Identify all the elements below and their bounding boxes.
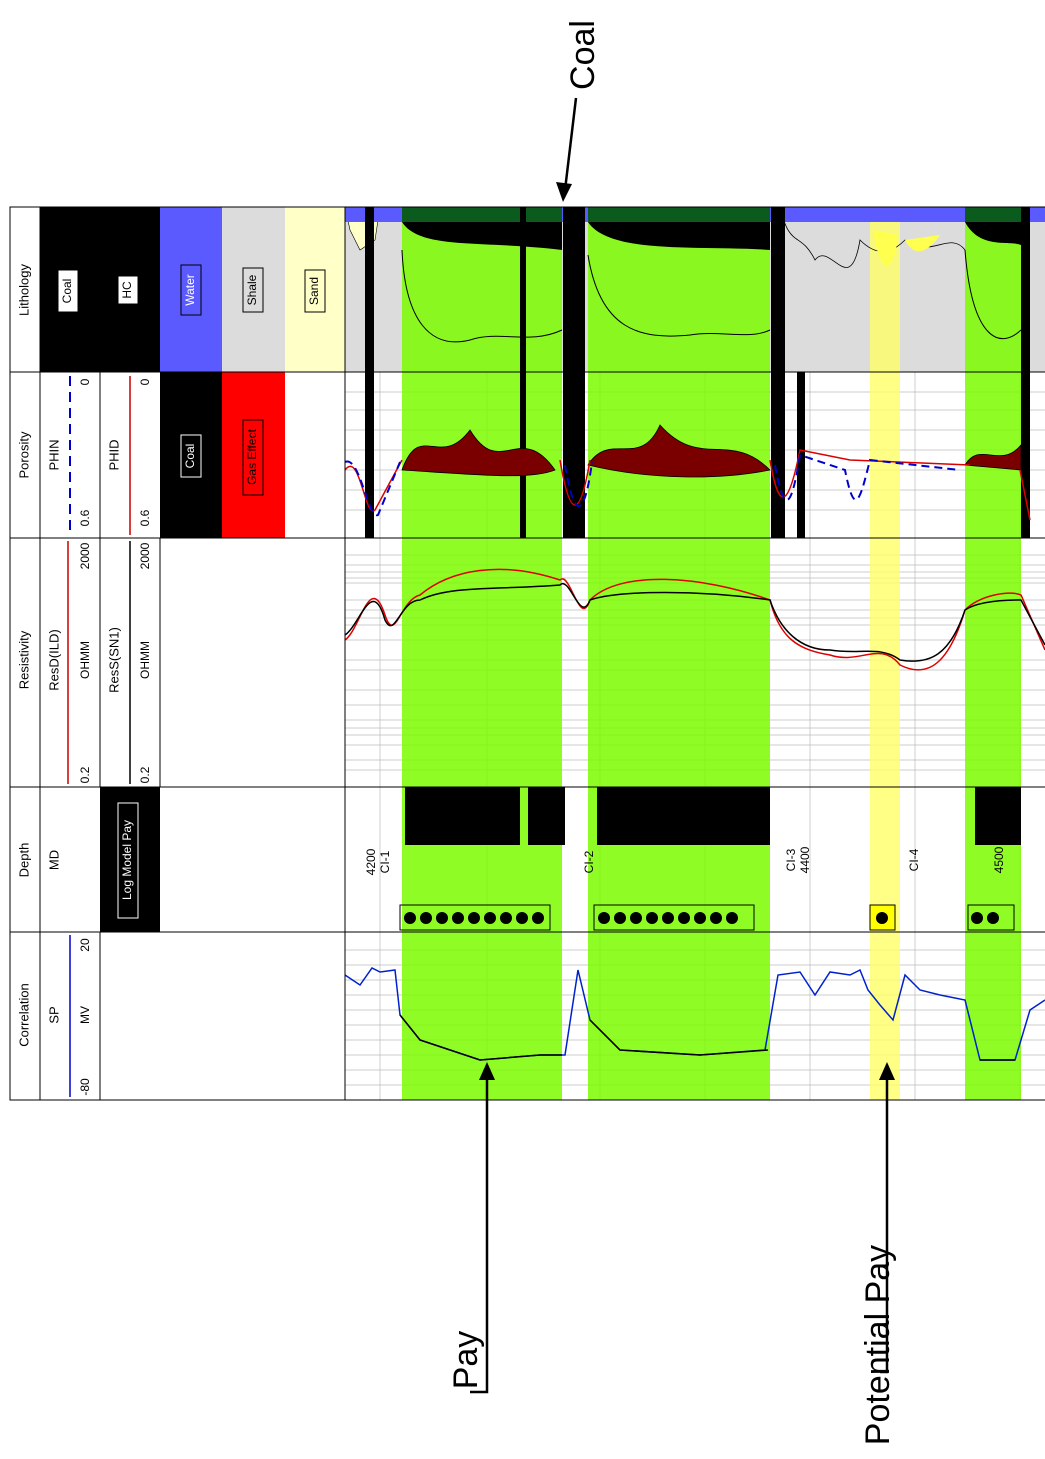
scale-min: 0.2 <box>78 766 92 783</box>
label-box <box>117 802 139 919</box>
ress-curve <box>344 582 1045 662</box>
pay-dot <box>404 912 416 924</box>
label-box <box>304 269 326 313</box>
coal-bar <box>797 372 805 538</box>
track-title: Depth <box>16 843 31 878</box>
pay-dot <box>987 912 999 924</box>
annotation-arrow <box>563 97 578 191</box>
marker-label: CI-3 <box>784 848 798 871</box>
pay-dot <box>876 912 888 924</box>
depth-label: 4500 <box>992 846 1006 873</box>
label-box <box>117 275 139 305</box>
curve-unit: OHMM <box>138 641 152 679</box>
pay-dot <box>598 912 610 924</box>
curve-name: ResS(SN1) <box>106 627 121 693</box>
pay-dot-box <box>593 904 755 931</box>
depth-label: 4200 <box>364 848 378 875</box>
pay-dot <box>500 912 512 924</box>
legend-label: HC <box>120 281 134 299</box>
sand-fill <box>873 230 940 267</box>
log-model-pay-bar <box>975 787 1021 845</box>
pay-dots <box>404 912 999 924</box>
coal-hc-band <box>402 222 1021 250</box>
pay-dot <box>694 912 706 924</box>
annotation-arrow <box>470 1075 489 1394</box>
phin-curve <box>344 453 961 517</box>
annotation-arrowhead <box>479 1062 495 1080</box>
annotation-arrowhead <box>879 1062 895 1080</box>
legend-label: Shale <box>245 274 259 305</box>
marker-label: CI-4 <box>907 848 921 871</box>
pay-dot <box>678 912 690 924</box>
legend-label: Sand <box>307 277 321 305</box>
pay-dot <box>710 912 722 924</box>
curve-name: MD <box>46 850 61 870</box>
annotation-arrowhead <box>556 182 572 202</box>
annotation-arrow <box>880 1075 889 1374</box>
label-box <box>180 434 202 478</box>
pay-dot <box>468 912 480 924</box>
curve-unit: OHMM <box>78 641 92 679</box>
curve-name: PHIN <box>46 439 61 470</box>
label-box <box>180 264 202 316</box>
track-title: Porosity <box>16 431 31 478</box>
annotation: Coal <box>564 20 602 90</box>
track-title: Correlation <box>16 983 31 1047</box>
pay-band <box>402 207 562 1100</box>
sp-curve-pay <box>399 1014 1015 1061</box>
pay-dot <box>726 912 738 924</box>
hc-fill <box>402 207 1021 222</box>
pay-dot-box <box>399 904 551 931</box>
legend-label: Coal <box>183 444 197 469</box>
lithology-curve <box>401 249 1022 343</box>
label-box <box>242 267 264 313</box>
scale-max: 0 <box>78 378 92 385</box>
log-model-pay-bar <box>597 787 770 845</box>
label-box <box>242 419 264 496</box>
pay-dot <box>532 912 544 924</box>
pay-dot <box>971 912 983 924</box>
pay-band <box>588 207 770 1100</box>
depth-label: 4400 <box>798 846 812 873</box>
scale-max: 20 <box>78 938 92 952</box>
scale-max: 2000 <box>138 542 152 569</box>
pay-dot-box <box>967 904 1015 931</box>
curve-name: PHID <box>106 439 121 470</box>
legend-label: Gas Effect <box>245 428 259 484</box>
scale-min: 0.6 <box>138 509 152 526</box>
pay-band <box>965 207 1021 1100</box>
legend-label: Water <box>183 274 197 306</box>
log-model-pay-bar <box>528 787 565 845</box>
pay-dot <box>420 912 432 924</box>
legend-label: Log Model Pay <box>120 820 134 900</box>
curve-name: ResD(ILD) <box>46 629 61 690</box>
scale-min: 0.6 <box>78 509 92 526</box>
curve-unit: MV <box>78 1006 92 1024</box>
scale-max: 2000 <box>78 542 92 569</box>
scale-min: -80 <box>78 1078 92 1096</box>
track-title: Lithology <box>16 263 31 316</box>
annotation: Potential Pay <box>859 1245 897 1445</box>
pay-dot <box>614 912 626 924</box>
legend-label: Coal <box>60 279 74 304</box>
scale-max: 0 <box>138 378 152 385</box>
annotation: Pay <box>447 1331 485 1390</box>
pay-dot <box>646 912 658 924</box>
phid-curve <box>344 449 1031 521</box>
pay-dot <box>436 912 448 924</box>
log-model-pay-bar <box>405 787 520 845</box>
scale-min: 0.2 <box>138 766 152 783</box>
gas-effect-fill <box>401 424 1022 478</box>
pay-dot <box>452 912 464 924</box>
marker-label: CI-2 <box>582 850 596 873</box>
pay-dot <box>630 912 642 924</box>
pay-dot <box>516 912 528 924</box>
pay-dot <box>662 912 674 924</box>
curve-name: SP <box>46 1006 61 1023</box>
marker-label: CI-1 <box>378 850 392 873</box>
label-box <box>57 269 79 313</box>
pay-dot <box>484 912 496 924</box>
track-title: Resistivity <box>16 630 31 689</box>
